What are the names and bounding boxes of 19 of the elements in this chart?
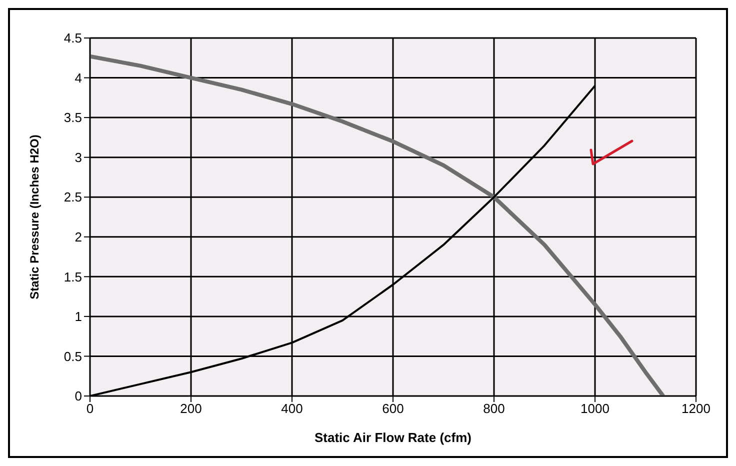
x-tick-label: 600: [382, 401, 404, 416]
x-tick-label: 0: [86, 401, 94, 416]
y-tick-label: 1.5: [64, 269, 82, 284]
y-tick-label: 3: [74, 150, 82, 165]
x-axis-title: Static Air Flow Rate (cfm): [314, 430, 472, 445]
x-tick-label: 400: [281, 401, 303, 416]
x-tick-label: 200: [180, 401, 202, 416]
y-tick-label: 4: [74, 70, 82, 86]
y-tick-label: 0: [74, 388, 82, 404]
y-tick-label: 2.5: [64, 190, 82, 205]
x-tick-label: 1000: [580, 401, 610, 416]
y-tick-label: 2: [74, 230, 82, 245]
y-tick-label: 4.5: [64, 30, 82, 46]
x-tick-label: 800: [483, 401, 505, 416]
y-tick-label: 0.5: [64, 348, 82, 364]
y-tick-label: 1: [74, 309, 82, 324]
y-tick-label: 3.5: [64, 110, 82, 126]
y-axis-title: Static Pressure (Inches H2O): [27, 134, 42, 300]
x-tick-label: 1200: [682, 401, 710, 416]
